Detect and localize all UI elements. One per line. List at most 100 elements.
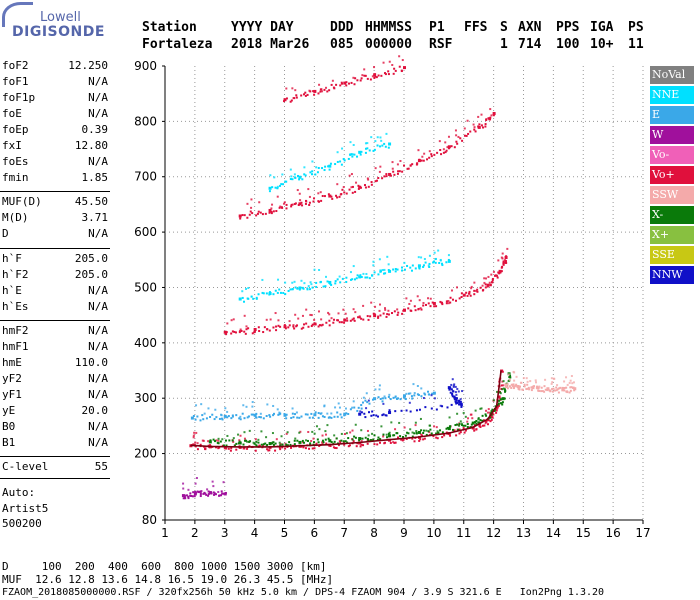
echo-mark — [441, 405, 444, 408]
echo-mark — [214, 446, 217, 449]
data-point — [459, 402, 463, 406]
echo-mark — [525, 377, 528, 380]
echo-mark — [318, 444, 321, 447]
data-point — [447, 259, 451, 263]
echo-mark — [375, 414, 378, 417]
param-value: 12.250 — [68, 59, 108, 72]
echo-mark — [436, 430, 439, 433]
echo-mark — [297, 174, 300, 177]
echo-mark — [466, 423, 469, 426]
echo-mark — [491, 408, 494, 411]
echo-mark — [300, 327, 303, 330]
echo-mark — [419, 438, 422, 441]
echo-mark — [467, 132, 470, 135]
param-row: C-level 55 — [2, 460, 108, 474]
echo-mark — [441, 431, 444, 434]
echo-mark — [285, 203, 288, 206]
echo-mark — [202, 418, 205, 421]
echo-mark — [407, 307, 410, 310]
echo-mark — [259, 412, 262, 415]
echo-mark — [338, 195, 341, 198]
echo-mark — [265, 318, 268, 321]
echo-mark — [222, 492, 225, 495]
echo-mark — [323, 88, 326, 91]
echo-mark — [456, 142, 459, 145]
echo-mark — [285, 443, 288, 446]
echo-mark — [485, 420, 488, 423]
echo-mark — [377, 436, 380, 439]
echo-mark — [485, 414, 488, 417]
echo-mark — [445, 149, 448, 152]
echo-mark — [291, 281, 294, 284]
echo-mark — [324, 438, 327, 441]
echo-mark — [328, 324, 331, 327]
echo-mark — [368, 411, 371, 414]
echo-mark — [470, 285, 473, 288]
echo-mark — [309, 313, 312, 316]
echo-mark — [258, 444, 261, 447]
echo-mark — [392, 72, 395, 75]
echo-mark — [354, 436, 357, 439]
echo-mark — [308, 416, 311, 419]
echo-mark — [192, 443, 195, 446]
echo-mark — [413, 394, 416, 397]
param-value: N/A — [88, 436, 108, 449]
echo-mark — [327, 193, 330, 196]
echo-mark — [192, 491, 195, 494]
data-point — [253, 327, 257, 331]
echo-mark — [482, 419, 485, 422]
echo-mark — [254, 416, 257, 419]
echo-mark — [199, 495, 202, 498]
echo-mark — [446, 426, 449, 429]
echo-mark — [217, 439, 220, 442]
echo-mark — [394, 410, 397, 413]
echo-mark — [384, 414, 387, 417]
echo-mark — [251, 405, 254, 408]
x-tick-label: 16 — [605, 526, 620, 540]
echo-mark — [355, 277, 358, 280]
echo-mark — [387, 395, 390, 398]
echo-mark — [444, 141, 447, 144]
echo-mark — [443, 434, 446, 437]
data-point — [223, 492, 227, 496]
echo-mark — [345, 84, 348, 87]
echo-mark — [235, 414, 238, 417]
data-point — [358, 275, 362, 279]
echo-mark — [310, 325, 313, 328]
echo-mark — [310, 283, 313, 286]
echo-mark — [501, 401, 504, 404]
echo-mark — [481, 424, 484, 427]
echo-mark — [473, 289, 476, 292]
echo-mark — [279, 442, 282, 445]
echo-mark — [568, 381, 571, 384]
echo-mark — [364, 399, 367, 402]
echo-mark — [226, 416, 229, 419]
data-point — [417, 264, 421, 268]
echo-mark — [396, 172, 399, 175]
echo-mark — [522, 377, 525, 380]
echo-mark — [379, 269, 382, 272]
echo-mark — [351, 155, 354, 158]
echo-mark — [249, 210, 252, 213]
data-point — [343, 81, 347, 85]
echo-mark — [246, 440, 249, 443]
echo-mark — [529, 380, 532, 383]
echo-mark — [294, 286, 297, 289]
echo-mark — [336, 183, 339, 186]
echo-mark — [276, 291, 279, 294]
echo-mark — [293, 413, 296, 416]
echo-mark — [330, 412, 333, 415]
data-point — [492, 112, 496, 116]
data-point — [313, 413, 317, 417]
echo-mark — [409, 266, 412, 269]
echo-mark — [300, 201, 303, 204]
echo-mark — [315, 281, 318, 284]
echo-mark — [377, 415, 380, 418]
echo-mark — [319, 191, 322, 194]
data-point — [223, 330, 227, 334]
echo-mark — [315, 285, 318, 288]
echo-mark — [321, 441, 324, 444]
echo-mark — [441, 303, 444, 306]
echo-mark — [209, 444, 212, 447]
echo-mark — [311, 160, 314, 163]
